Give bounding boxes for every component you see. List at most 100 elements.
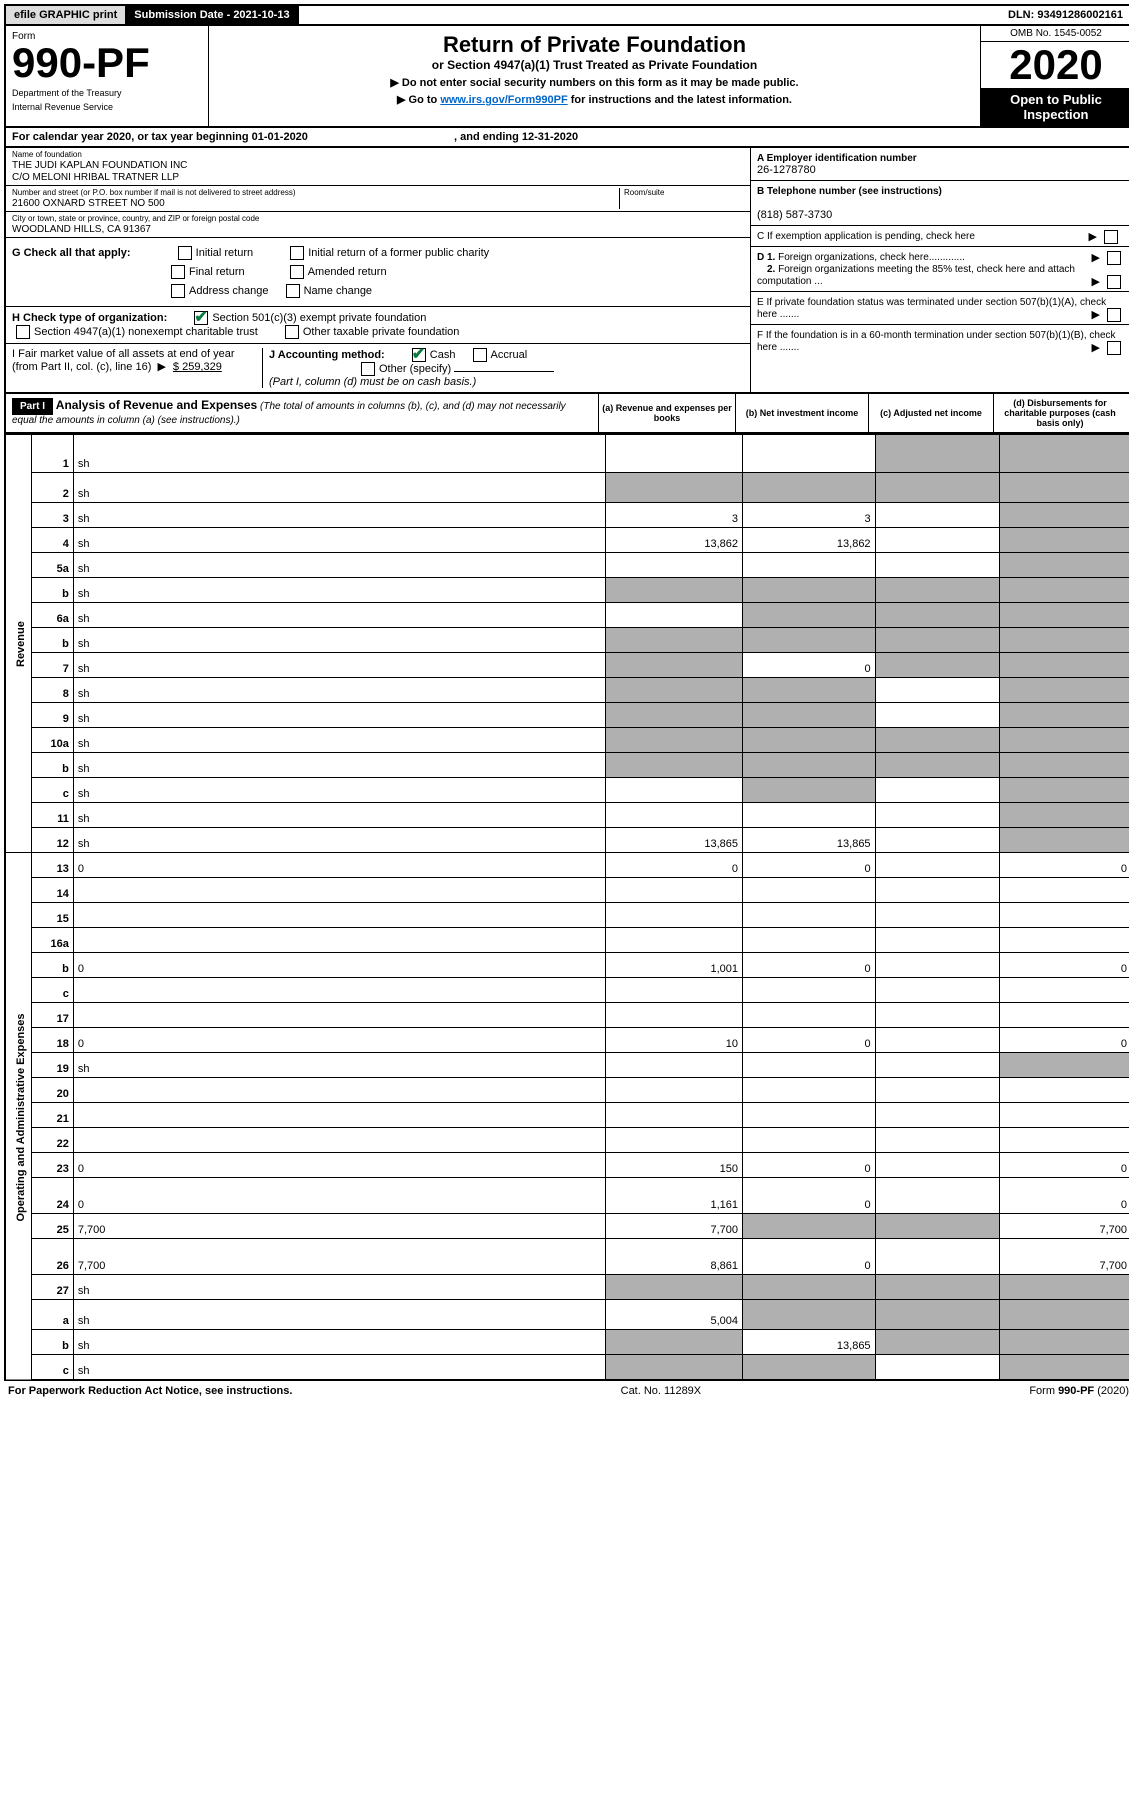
cb-exemption-pending[interactable] — [1104, 230, 1118, 244]
line-num: 21 — [32, 1103, 73, 1128]
line-desc: sh — [73, 1275, 605, 1300]
cb-address-change[interactable] — [171, 284, 185, 298]
cb-other-method[interactable] — [361, 362, 375, 376]
cell-value — [742, 803, 875, 828]
cell-shaded — [606, 703, 743, 728]
cell-value — [606, 978, 743, 1003]
cell-value — [999, 1003, 1129, 1028]
cell-value — [875, 903, 999, 928]
cb-initial-former[interactable] — [290, 246, 304, 260]
cat-number: Cat. No. 11289X — [621, 1385, 702, 1397]
line-desc: 0 — [73, 1153, 605, 1178]
line-num: 25 — [32, 1214, 73, 1239]
line-num: c — [32, 778, 73, 803]
line-desc: sh — [73, 703, 605, 728]
part1-label: Part I — [12, 398, 53, 415]
cell-shaded — [742, 1214, 875, 1239]
cell-shaded — [742, 628, 875, 653]
cb-final-return[interactable] — [171, 265, 185, 279]
cell-value: 13,865 — [742, 1330, 875, 1355]
side-label-revenue: Revenue — [5, 435, 32, 853]
cell-shaded — [606, 1330, 743, 1355]
h-other: Other taxable private foundation — [303, 326, 460, 338]
cell-value — [742, 928, 875, 953]
omb-number: OMB No. 1545-0052 — [981, 26, 1129, 42]
addr-value: 21600 OXNARD STREET NO 500 — [12, 198, 165, 209]
cb-status-terminated[interactable] — [1107, 308, 1121, 322]
page-footer: For Paperwork Reduction Act Notice, see … — [4, 1383, 1129, 1399]
cell-value: 3 — [606, 503, 743, 528]
cell-shaded — [999, 628, 1129, 653]
cell-value: 7,700 — [999, 1239, 1129, 1275]
cell-value — [875, 1078, 999, 1103]
cb-amended-return[interactable] — [290, 265, 304, 279]
tax-year: 2020 — [981, 42, 1129, 88]
cb-foreign-85[interactable] — [1107, 275, 1121, 289]
cb-4947[interactable] — [16, 325, 30, 339]
cb-other-taxable[interactable] — [285, 325, 299, 339]
cell-value: 8,861 — [606, 1239, 743, 1275]
line-desc — [73, 978, 605, 1003]
cb-initial-return[interactable] — [178, 246, 192, 260]
cal-year-begin: For calendar year 2020, or tax year begi… — [12, 131, 308, 143]
cell-shaded — [999, 578, 1129, 603]
line-desc: sh — [73, 1330, 605, 1355]
g-addr: Address change — [189, 285, 269, 297]
cb-name-change[interactable] — [286, 284, 300, 298]
cell-shaded — [999, 653, 1129, 678]
cell-value — [742, 435, 875, 473]
g-name: Name change — [304, 285, 373, 297]
cell-value — [875, 553, 999, 578]
analysis-table: Revenue1sh2sh3sh334sh13,86213,8625ashbsh… — [4, 434, 1129, 1381]
cell-shaded — [999, 603, 1129, 628]
cell-value: 13,862 — [742, 528, 875, 553]
line-num: b — [32, 953, 73, 978]
cell-shaded — [999, 553, 1129, 578]
cell-value: 13,862 — [606, 528, 743, 553]
line-num: 17 — [32, 1003, 73, 1028]
cell-value: 0 — [999, 1028, 1129, 1053]
cell-shaded — [999, 1300, 1129, 1330]
cell-value — [999, 978, 1129, 1003]
cell-value — [742, 1003, 875, 1028]
cell-shaded — [742, 578, 875, 603]
cell-value: 0 — [742, 853, 875, 878]
h-501: Section 501(c)(3) exempt private foundat… — [212, 312, 426, 324]
form-subtitle: or Section 4947(a)(1) Trust Treated as P… — [215, 58, 974, 72]
cb-foreign-org[interactable] — [1107, 251, 1121, 265]
line-desc: sh — [73, 678, 605, 703]
cb-accrual[interactable] — [473, 348, 487, 362]
line-num: 26 — [32, 1239, 73, 1275]
line-num: 5a — [32, 553, 73, 578]
cell-value — [742, 553, 875, 578]
line-num: 20 — [32, 1078, 73, 1103]
efile-print-button[interactable]: efile GRAPHIC print — [6, 6, 126, 24]
side-label-expenses: Operating and Administrative Expenses — [5, 853, 32, 1381]
cell-value — [606, 1128, 743, 1153]
cell-shaded — [875, 1275, 999, 1300]
form990pf-link[interactable]: www.irs.gov/Form990PF — [440, 94, 567, 106]
cell-shaded — [742, 1275, 875, 1300]
cell-shaded — [999, 828, 1129, 853]
g-amended: Amended return — [308, 266, 387, 278]
cb-cash[interactable] — [412, 348, 426, 362]
cell-shaded — [742, 1300, 875, 1330]
cell-value — [606, 928, 743, 953]
cb-501c3[interactable] — [194, 311, 208, 325]
line-num: 14 — [32, 878, 73, 903]
cell-shaded — [999, 703, 1129, 728]
cb-60-month[interactable] — [1107, 341, 1121, 355]
cell-value: 0 — [742, 953, 875, 978]
cell-value — [875, 853, 999, 878]
line-num: 27 — [32, 1275, 73, 1300]
form-title: Return of Private Foundation — [215, 32, 974, 58]
room-label: Room/suite — [624, 188, 744, 197]
form-header: Form 990-PF Department of the Treasury I… — [4, 26, 1129, 128]
f-label: F If the foundation is in a 60-month ter… — [757, 330, 1116, 353]
cell-shaded — [999, 435, 1129, 473]
city-value: WOODLAND HILLS, CA 91367 — [12, 224, 151, 235]
cell-shaded — [999, 473, 1129, 503]
cell-value: 0 — [606, 853, 743, 878]
g-final: Final return — [189, 266, 245, 278]
cell-value — [606, 778, 743, 803]
